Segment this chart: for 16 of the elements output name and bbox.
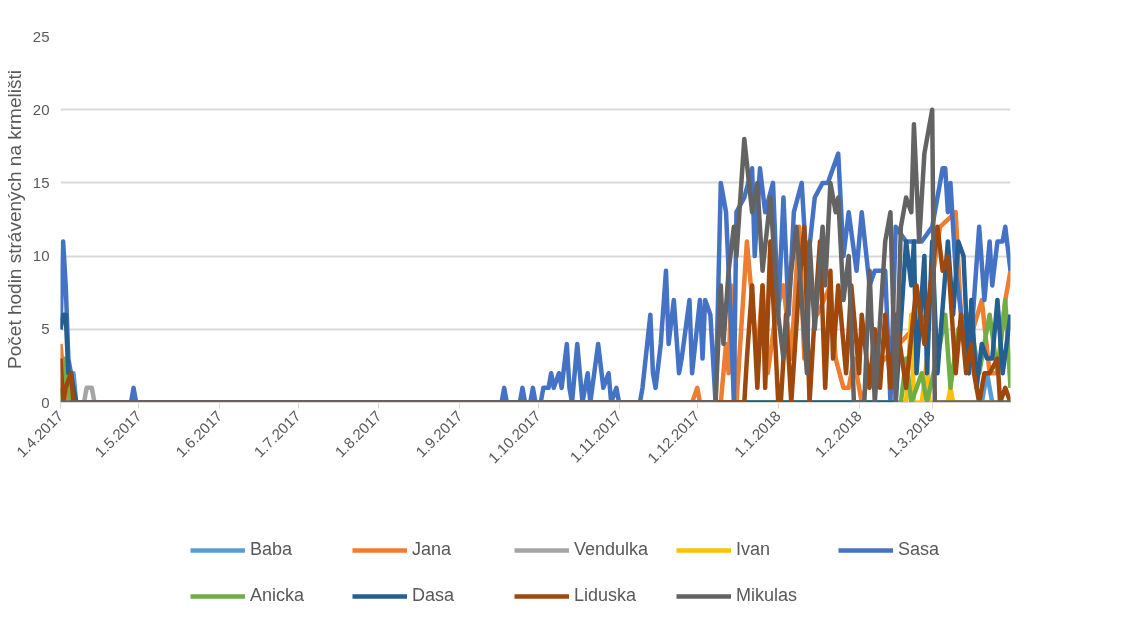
legend-label: Ivan <box>736 539 772 560</box>
y-axis-title: Počet hodin strávených na krmelišti <box>3 70 25 369</box>
y-tick-label: 5 <box>41 320 50 338</box>
legend-label: Baba <box>250 539 294 560</box>
y-tick-label: 0 <box>41 393 50 411</box>
legend-label: Dasa <box>412 585 456 606</box>
y-tick-label: 15 <box>32 173 50 191</box>
legend-label: Sasa <box>898 539 941 560</box>
legend-label: Mikulas <box>736 585 798 606</box>
y-tick-label: 10 <box>32 247 50 265</box>
y-tick-label: 20 <box>32 100 50 118</box>
y-tick-label: 25 <box>32 27 50 45</box>
legend-label: Liduska <box>574 585 638 606</box>
legend-label: Anicka <box>250 585 306 606</box>
legend-label: Vendulka <box>574 539 650 560</box>
legend-label: Jana <box>412 539 453 560</box>
